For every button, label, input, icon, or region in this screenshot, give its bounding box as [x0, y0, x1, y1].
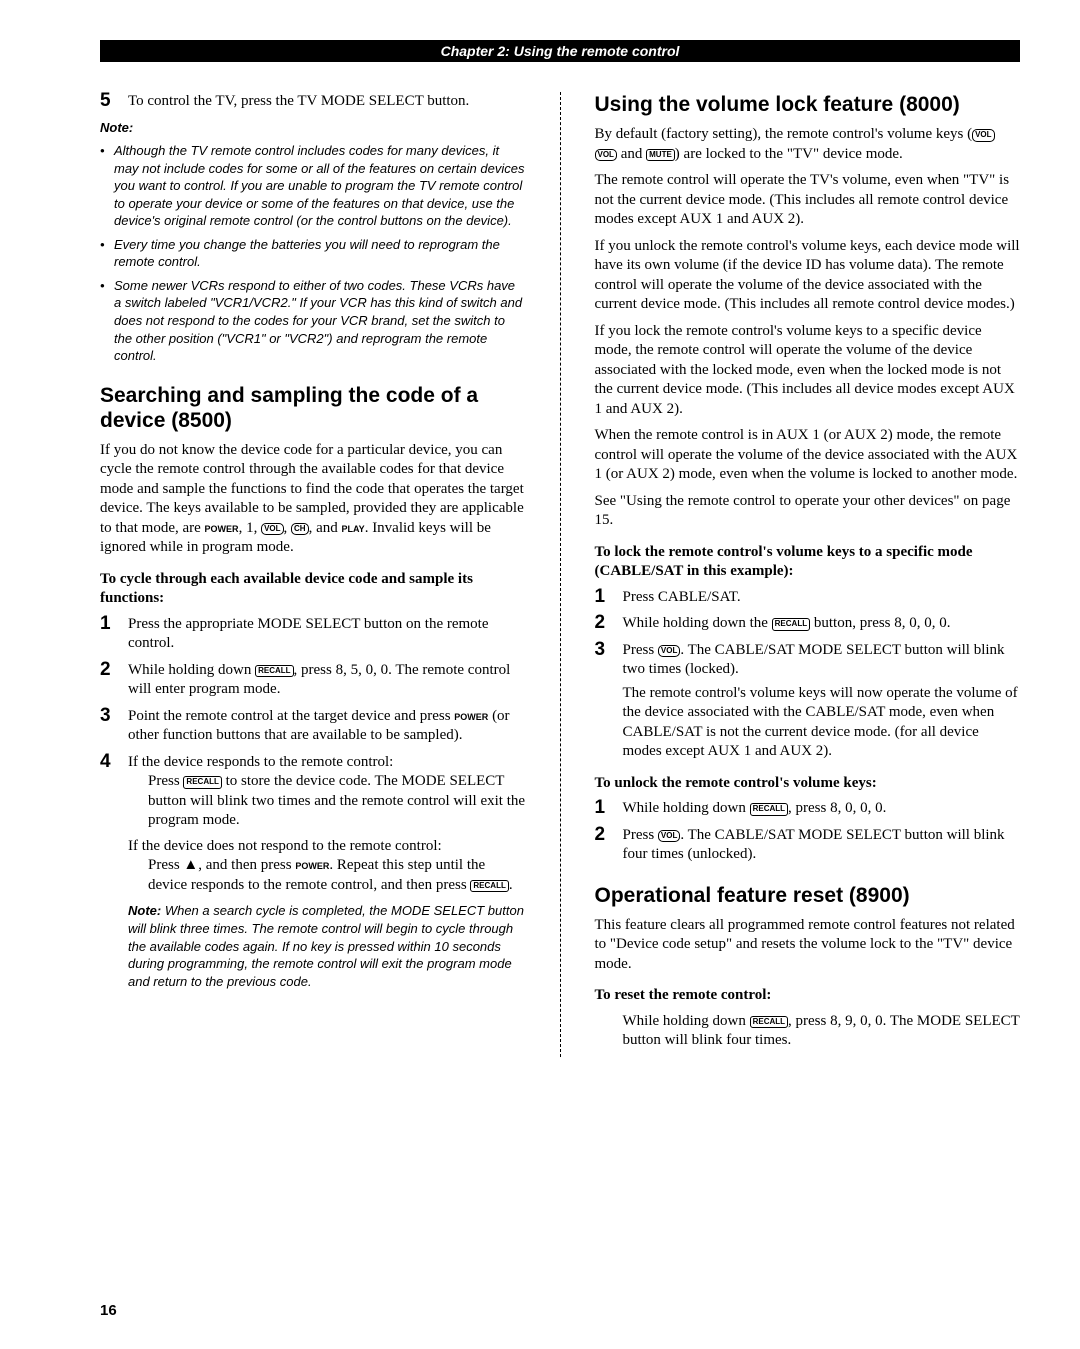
s2a: While holding down — [128, 662, 255, 678]
lock-step-1: Press CABLE/SAT. — [595, 588, 1021, 608]
vol-key-icon: VOL — [261, 523, 283, 535]
note-2: Every time you change the batteries you … — [100, 236, 526, 271]
recall-key-icon-2: RECALL — [183, 776, 221, 788]
right-column: Using the volume lock feature (8000) By … — [595, 92, 1021, 1057]
l3b: . The CABLE/SAT MODE SELECT button will … — [623, 642, 1005, 678]
cycle-step-4: If the device responds to the remote con… — [100, 753, 526, 896]
l3-sub: The remote control's volume keys will no… — [623, 684, 1021, 762]
step-5-list: To control the TV, press the TV MODE SEL… — [100, 92, 526, 112]
recall-key-icon-3: RECALL — [470, 880, 508, 892]
rba: While holding down — [623, 1013, 750, 1029]
s4in3a: Press ▲, and then press — [148, 857, 295, 873]
recall-key-u1: RECALL — [750, 803, 788, 815]
s4-indent-3: Press ▲, and then press POWER. Repeat th… — [128, 856, 526, 895]
heading-search: Searching and sampling the code of a dev… — [100, 383, 526, 433]
s4in3c: . — [509, 877, 513, 893]
l2a: While holding down the — [623, 615, 772, 631]
vol-p1: By default (factory setting), the remote… — [595, 125, 1021, 164]
note-1: Although the TV remote control includes … — [100, 142, 526, 230]
reset-body: While holding down RECALL, press 8, 9, 0… — [595, 1012, 1021, 1051]
heading-volume-lock: Using the volume lock feature (8000) — [595, 92, 1021, 117]
vol-p2: The remote control will operate the TV's… — [595, 171, 1021, 230]
unlock-step-1: While holding down RECALL, press 8, 0, 0… — [595, 799, 1021, 819]
s4-indent-2-label: If the device does not respond to the re… — [128, 837, 526, 857]
mute-icon: MUTE — [646, 149, 675, 161]
heading-toreset: To reset the remote control: — [595, 986, 1021, 1006]
s4-indent-1: Press RECALL to store the device code. T… — [128, 772, 526, 831]
u1a: While holding down — [623, 800, 750, 816]
s3a: Point the remote control at the target d… — [128, 708, 454, 724]
note2-label: Note: — [128, 903, 161, 918]
cycle-steps: Press the appropriate MODE SELECT button… — [100, 615, 526, 896]
lock-steps: Press CABLE/SAT. While holding down the … — [595, 588, 1021, 762]
left-column: To control the TV, press the TV MODE SEL… — [100, 92, 526, 1057]
note-label: Note: — [100, 119, 526, 137]
unlock-step-2: Press VOL. The CABLE/SAT MODE SELECT but… — [595, 826, 1021, 865]
u1b: , press 8, 0, 0, 0. — [788, 800, 886, 816]
cycle-step-2: While holding down RECALL, press 8, 5, 0… — [100, 661, 526, 700]
unlock-steps: While holding down RECALL, press 8, 0, 0… — [595, 799, 1021, 865]
play-key-icon: PLAY — [342, 524, 365, 534]
reset-p: This feature clears all programmed remot… — [595, 916, 1021, 975]
heading-cycle: To cycle through each available device c… — [100, 570, 526, 609]
u2b: . The CABLE/SAT MODE SELECT button will … — [623, 827, 1005, 863]
note-list: Although the TV remote control includes … — [100, 142, 526, 365]
heading-reset: Operational feature reset (8900) — [595, 883, 1021, 908]
vol-p3: If you unlock the remote control's volum… — [595, 237, 1021, 315]
recall-key-reset: RECALL — [750, 1016, 788, 1028]
chapter-header: Chapter 2: Using the remote control — [100, 40, 1020, 62]
step-5: To control the TV, press the TV MODE SEL… — [100, 92, 526, 112]
volup-icon: VOL — [972, 129, 994, 141]
note-label-text: Note: — [100, 120, 133, 135]
heading-unlock: To unlock the remote control's volume ke… — [595, 774, 1021, 794]
l2b: button, press 8, 0, 0, 0. — [810, 615, 950, 631]
l3a: Press — [623, 642, 658, 658]
power-key-icon: POWER — [205, 524, 239, 534]
recall-key-l2: RECALL — [772, 618, 810, 630]
vol-p4: If you lock the remote control's volume … — [595, 322, 1021, 420]
ch-key-icon: CH — [291, 523, 309, 535]
voldn-icon: VOL — [595, 149, 617, 161]
volup-l3: VOL — [658, 645, 680, 657]
content-columns: To control the TV, press the TV MODE SEL… — [100, 92, 1020, 1057]
note-3: Some newer VCRs respond to either of two… — [100, 277, 526, 365]
page-number: 16 — [100, 1302, 117, 1319]
s4in1a: Press — [148, 773, 183, 789]
search-intro: If you do not know the device code for a… — [100, 441, 526, 558]
p1b: and — [617, 146, 646, 162]
note2-body: When a search cycle is completed, the MO… — [128, 903, 524, 988]
recall-key-icon: RECALL — [255, 665, 293, 677]
heading-lock: To lock the remote control's volume keys… — [595, 543, 1021, 582]
search-note: Note: When a search cycle is completed, … — [100, 902, 526, 990]
lock-step-2: While holding down the RECALL button, pr… — [595, 614, 1021, 634]
voldn-u2: VOL — [658, 830, 680, 842]
lock-step-3: Press VOL. The CABLE/SAT MODE SELECT but… — [595, 641, 1021, 762]
power-icon-2: POWER — [295, 861, 329, 871]
p1a: By default (factory setting), the remote… — [595, 126, 973, 142]
p1c: ) are locked to the "TV" device mode. — [675, 146, 903, 162]
u2a: Press — [623, 827, 658, 843]
vol-p6: See "Using the remote control to operate… — [595, 492, 1021, 531]
s4: If the device responds to the remote con… — [128, 754, 393, 770]
cycle-step-1: Press the appropriate MODE SELECT button… — [100, 615, 526, 654]
vol-p5: When the remote control is in AUX 1 (or … — [595, 426, 1021, 485]
column-divider — [560, 92, 561, 1057]
cycle-step-3: Point the remote control at the target d… — [100, 707, 526, 746]
power-icon: POWER — [454, 712, 488, 722]
